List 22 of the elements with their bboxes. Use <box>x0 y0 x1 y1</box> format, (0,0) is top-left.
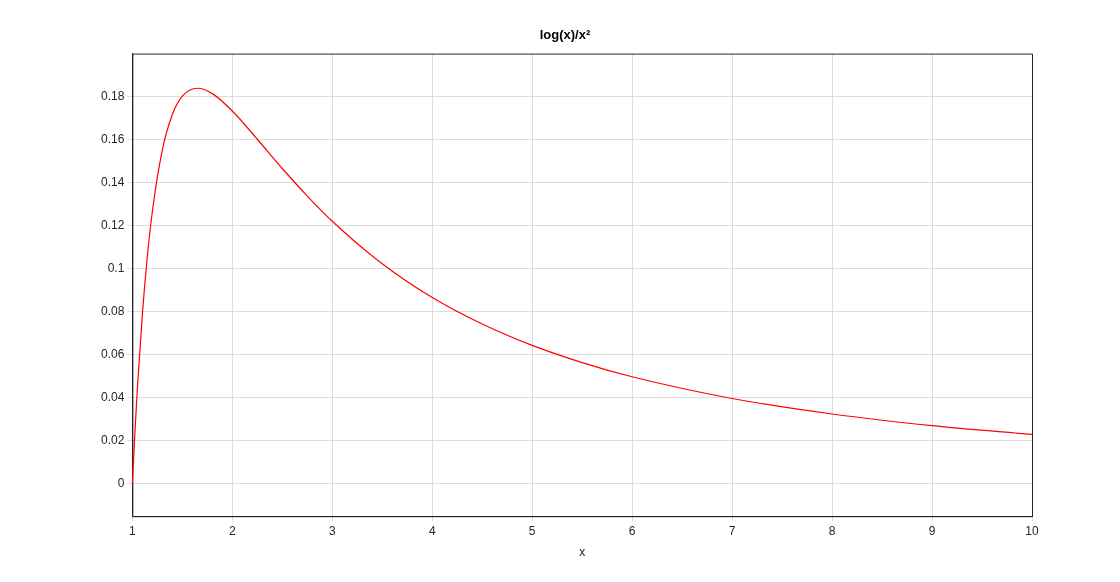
y-tick-label: 0.16 <box>101 131 125 146</box>
chart-title: log(x)/x² <box>539 27 591 43</box>
x-tick-label: 6 <box>628 523 636 538</box>
y-tick-label: 0.18 <box>101 88 125 103</box>
x-tick-label: 2 <box>228 523 236 538</box>
y-tick-label: 0.08 <box>101 304 125 319</box>
x-tick-label: 5 <box>528 523 536 538</box>
x-tick-label: 9 <box>928 523 936 538</box>
x-tick-label: 1 <box>129 523 137 538</box>
y-tick-label: 0.1 <box>107 261 125 276</box>
x-tick-label: 10 <box>1025 523 1039 538</box>
y-tick-label: 0.06 <box>101 347 125 362</box>
y-tick-label: 0.14 <box>101 175 125 190</box>
y-tick-label: 0.02 <box>101 433 125 448</box>
x-tick-label: 8 <box>828 523 836 538</box>
x-tick-label: 7 <box>728 523 736 538</box>
x-tick-label: 3 <box>328 523 336 538</box>
y-tick-label: 0.12 <box>101 218 125 233</box>
x-axis-title: x <box>579 545 586 560</box>
y-tick-label: 0 <box>117 476 125 491</box>
x-tick-label: 4 <box>428 523 436 538</box>
y-tick-label: 0.04 <box>101 390 125 405</box>
